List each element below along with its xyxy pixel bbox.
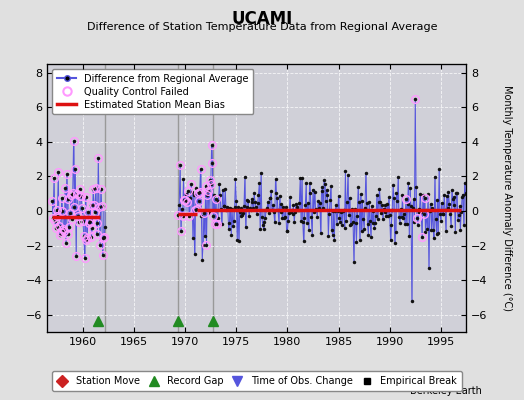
- Text: Difference of Station Temperature Data from Regional Average: Difference of Station Temperature Data f…: [87, 22, 437, 32]
- Text: UCAMI: UCAMI: [232, 10, 292, 28]
- Text: Berkeley Earth: Berkeley Earth: [410, 386, 482, 396]
- Legend: Difference from Regional Average, Quality Control Failed, Estimated Station Mean: Difference from Regional Average, Qualit…: [52, 69, 254, 114]
- Y-axis label: Monthly Temperature Anomaly Difference (°C): Monthly Temperature Anomaly Difference (…: [501, 85, 511, 311]
- Legend: Station Move, Record Gap, Time of Obs. Change, Empirical Break: Station Move, Record Gap, Time of Obs. C…: [52, 372, 462, 391]
